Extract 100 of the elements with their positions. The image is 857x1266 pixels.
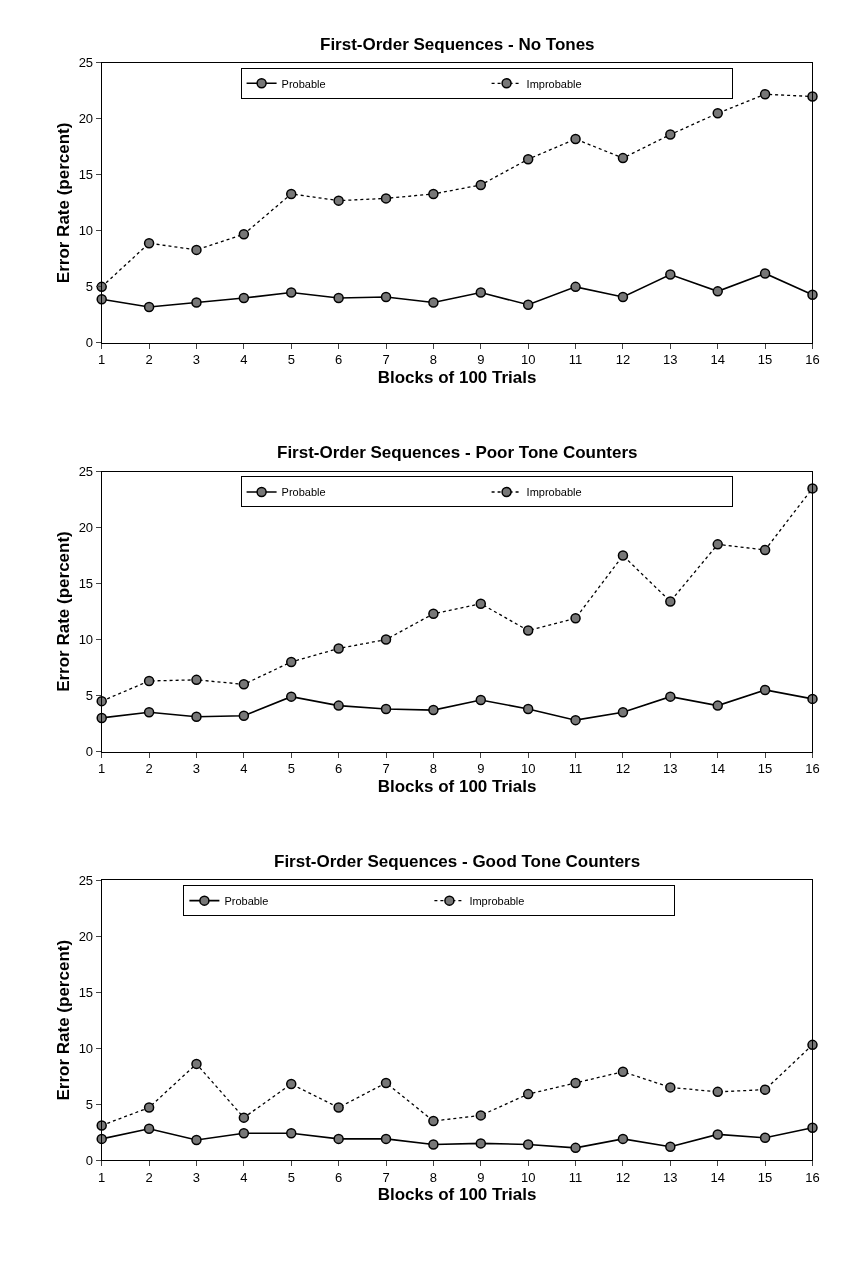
point <box>285 287 297 298</box>
y-tick-label: 20 <box>78 928 94 944</box>
x-tick-label: 14 <box>710 1169 725 1185</box>
y-tick-label: 15 <box>78 984 94 1000</box>
point <box>759 544 771 556</box>
point <box>428 1139 439 1150</box>
point <box>191 297 202 308</box>
x-tick-label: 13 <box>663 352 678 368</box>
x-tick-label: 15 <box>757 1169 773 1185</box>
x-tick-label: 13 <box>663 761 678 777</box>
point <box>665 596 676 607</box>
point <box>522 153 534 165</box>
x-tick-label: 15 <box>757 352 773 368</box>
point <box>475 598 487 609</box>
point <box>333 643 344 654</box>
point <box>333 700 344 711</box>
x-tick-label: 16 <box>805 352 820 368</box>
point <box>333 1102 344 1113</box>
x-tick-label: 3 <box>192 761 201 777</box>
x-tick-label: 8 <box>429 1169 438 1185</box>
x-tick-label: 2 <box>145 1169 153 1185</box>
point <box>143 707 155 718</box>
x-tick-label: 10 <box>520 761 536 777</box>
legend-label: Improbable <box>469 894 525 907</box>
point <box>617 1066 629 1077</box>
y-axis-title: Error Rate (percent) <box>54 122 74 284</box>
x-tick-label: 6 <box>335 761 343 777</box>
point <box>475 1138 487 1149</box>
y-tick-label: 0 <box>85 335 94 351</box>
point <box>712 539 723 550</box>
point <box>380 193 392 204</box>
y-tick-label: 20 <box>78 111 94 127</box>
x-tick-label: 12 <box>615 352 631 368</box>
point <box>617 1133 629 1145</box>
point <box>712 1086 723 1098</box>
x-tick-label: 12 <box>615 761 631 777</box>
point <box>143 237 155 249</box>
y-axis-title: Error Rate (percent) <box>54 531 74 692</box>
point <box>191 711 202 723</box>
point <box>522 625 534 636</box>
y-tick-label: 0 <box>85 744 94 760</box>
x-tick-label: 14 <box>710 352 725 368</box>
point <box>143 1102 155 1113</box>
x-tick-label: 4 <box>240 1169 248 1185</box>
point <box>759 268 771 279</box>
x-tick-label: 11 <box>568 761 583 777</box>
x-tick-label: 8 <box>429 352 438 368</box>
x-tick-label: 10 <box>520 1169 536 1185</box>
x-tick-label: 5 <box>287 761 295 777</box>
x-tick-label: 5 <box>287 1169 295 1185</box>
x-tick-label: 11 <box>568 352 583 368</box>
x-tick-label: 4 <box>240 761 248 777</box>
point <box>665 269 676 280</box>
point <box>428 704 439 716</box>
y-tick-label: 5 <box>85 1096 94 1112</box>
point <box>522 299 534 311</box>
point <box>570 613 581 624</box>
x-tick-label: 7 <box>382 352 390 368</box>
point <box>617 152 629 164</box>
x-tick-label: 9 <box>477 761 485 777</box>
point <box>522 703 534 715</box>
x-tick-label: 6 <box>335 1169 343 1185</box>
chart-title: First-Order Sequences - No Tones <box>320 35 595 54</box>
y-tick-label: 0 <box>85 1152 94 1168</box>
y-tick-label: 25 <box>78 55 94 71</box>
x-tick-label: 3 <box>192 352 201 368</box>
point <box>143 1123 155 1135</box>
point <box>759 1132 771 1144</box>
point <box>570 714 581 726</box>
legend-label: Probable <box>281 486 326 499</box>
x-tick-label: 5 <box>287 352 295 368</box>
point <box>428 188 439 200</box>
x-tick-label: 14 <box>710 761 725 777</box>
point <box>475 179 487 191</box>
x-tick-label: 1 <box>98 1169 106 1185</box>
y-tick-label: 5 <box>85 688 94 704</box>
chart-title: First-Order Sequences - Poor Tone Counters <box>277 443 638 462</box>
point <box>238 292 250 304</box>
x-tick-label: 7 <box>382 761 390 777</box>
x-tick-label: 1 <box>98 352 106 368</box>
point <box>570 281 581 293</box>
point <box>333 1133 344 1145</box>
x-tick-label: 3 <box>192 1169 201 1185</box>
point <box>380 1077 392 1089</box>
point <box>191 1134 202 1146</box>
x-tick-label: 7 <box>382 1169 390 1185</box>
point <box>665 129 676 140</box>
point <box>238 710 250 721</box>
legend-label: Improbable <box>526 77 582 90</box>
x-tick-label: 13 <box>663 1169 678 1185</box>
chart-title: First-Order Sequences - Good Tone Counters <box>274 852 641 871</box>
point <box>475 1110 487 1121</box>
point <box>428 297 439 308</box>
point <box>333 195 344 206</box>
point <box>285 1078 297 1090</box>
x-tick-label: 1 <box>98 761 106 777</box>
point <box>570 133 581 145</box>
point <box>428 608 439 620</box>
x-tick-label: 10 <box>520 352 536 368</box>
point <box>665 691 676 702</box>
